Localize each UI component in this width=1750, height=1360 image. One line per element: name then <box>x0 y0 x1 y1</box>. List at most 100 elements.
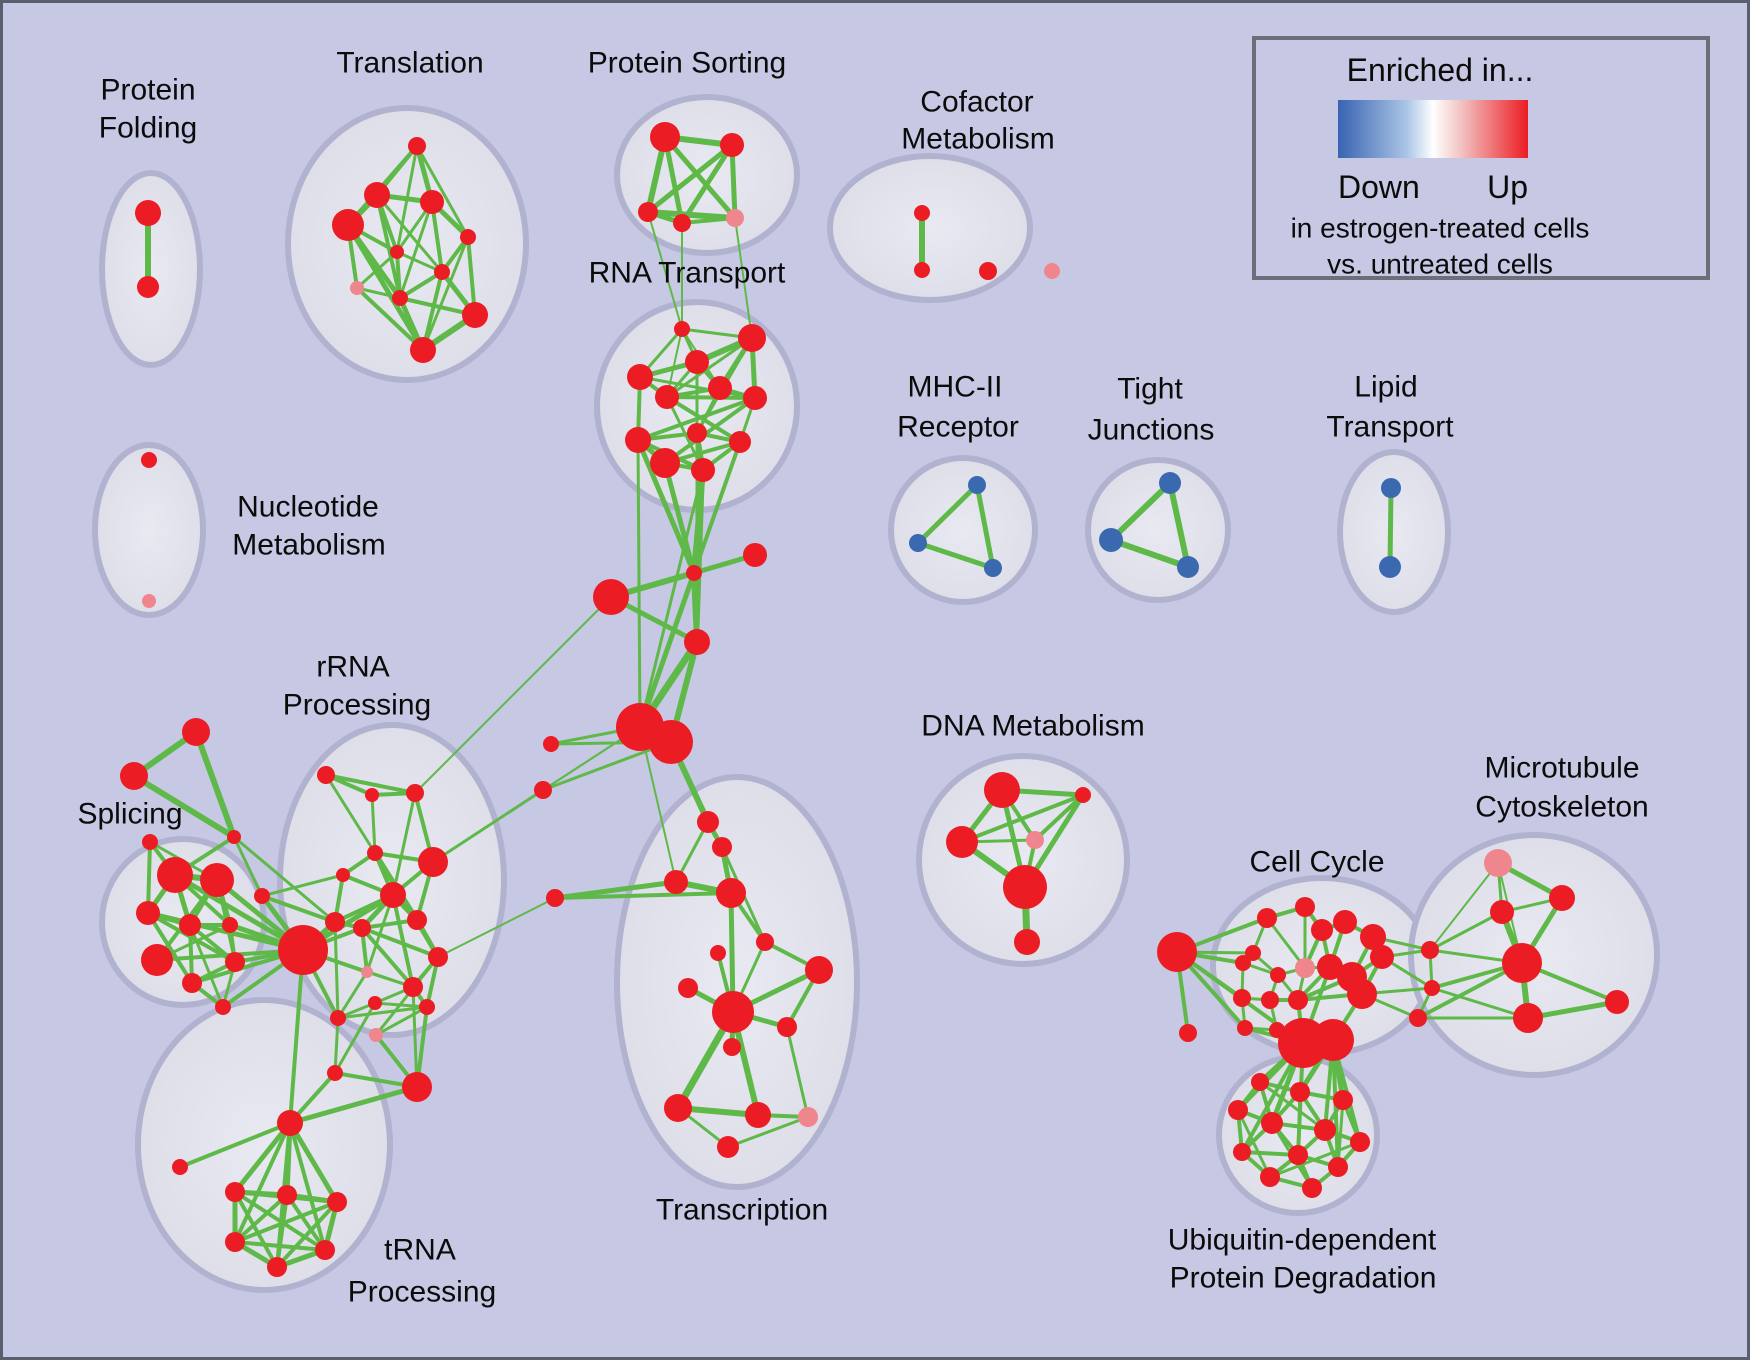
network-edge <box>552 879 679 901</box>
network-edge <box>178 1121 292 1169</box>
network-node <box>1290 1082 1310 1102</box>
network-node <box>1370 945 1394 969</box>
network-node <box>686 565 702 581</box>
label-ubiquitin-degradation: Protein Degradation <box>1170 1262 1437 1295</box>
label-microtubule-cytoskeleton: Microtubule <box>1484 752 1639 785</box>
network-node <box>428 947 448 967</box>
network-edge <box>1430 986 1530 1020</box>
network-node <box>1260 1167 1280 1187</box>
network-edge <box>373 1001 429 1009</box>
network-node <box>1424 980 1440 996</box>
network-node <box>267 1257 287 1277</box>
network-edge <box>974 482 996 571</box>
network-edge <box>729 142 738 221</box>
cluster-protein-sorting <box>614 94 800 256</box>
network-node <box>327 1192 347 1212</box>
legend-title: Enriched in... <box>1347 52 1534 88</box>
network-edge <box>1108 537 1191 570</box>
network-edge <box>374 1005 429 1037</box>
network-edge <box>374 955 440 1037</box>
network-node <box>777 1017 797 1037</box>
network-node <box>136 901 160 925</box>
network-node <box>317 766 335 784</box>
network-node <box>1490 900 1514 924</box>
network-node <box>1312 1019 1354 1061</box>
network-node <box>120 762 148 790</box>
legend-down-label: Down <box>1338 169 1420 205</box>
network-edge <box>1387 485 1394 570</box>
network-node <box>365 788 379 802</box>
network-edge <box>391 893 415 989</box>
legend: Enriched in... Down Up in estrogen-treated … <box>1252 36 1710 280</box>
network-edge <box>260 894 337 924</box>
network-node <box>649 720 693 764</box>
network-node <box>650 122 680 152</box>
network-node <box>1549 885 1575 911</box>
network-edge <box>324 773 377 855</box>
network-edge <box>333 1016 340 1075</box>
network-node <box>182 718 210 746</box>
network-node <box>410 337 436 363</box>
network-node <box>278 925 328 975</box>
network-node <box>408 137 426 155</box>
network-node <box>1026 831 1044 849</box>
network-edge <box>1428 910 1504 952</box>
legend-subtitle-line2: vs. untreated cells <box>1327 249 1553 280</box>
network-node <box>157 857 193 893</box>
network-edge <box>355 250 399 290</box>
network-node <box>946 826 978 858</box>
network-edge <box>146 911 194 985</box>
network-edge <box>645 209 738 221</box>
network-node <box>723 1038 741 1056</box>
network-edge <box>437 897 556 958</box>
network-edge <box>647 211 683 330</box>
network-edge <box>639 726 677 883</box>
legend-subtitle-line1: in estrogen-treated cells <box>1291 213 1590 244</box>
label-protein-folding: Protein <box>100 74 195 107</box>
network-node <box>392 290 408 306</box>
network-edge <box>1265 916 1307 970</box>
network-edge <box>663 396 757 465</box>
network-edge <box>285 1193 327 1252</box>
network-node <box>664 870 688 894</box>
network-node <box>406 784 424 802</box>
network-node <box>1261 1112 1283 1134</box>
network-node <box>697 811 719 833</box>
network-node <box>625 427 651 453</box>
network-node <box>729 431 751 453</box>
network-node <box>1288 990 1308 1010</box>
network-node <box>325 912 345 932</box>
network-node <box>332 209 364 241</box>
network-edge <box>1525 999 1620 1021</box>
network-node <box>1245 945 1261 961</box>
network-node <box>664 1094 692 1122</box>
network-node <box>984 772 1020 808</box>
network-node <box>1333 910 1357 934</box>
network-edge <box>131 773 237 840</box>
network-node <box>1233 1143 1251 1161</box>
network-node <box>141 452 157 468</box>
network-edge <box>287 1084 420 1126</box>
network-edge <box>421 235 470 352</box>
network-edge <box>553 891 733 900</box>
network-node <box>1350 1132 1370 1152</box>
network-node <box>225 1232 245 1252</box>
network-edge <box>232 835 264 898</box>
network-edge <box>287 1120 340 1205</box>
network-edge <box>333 1001 377 1075</box>
label-splicing: Splicing <box>77 798 182 831</box>
network-edge <box>726 1115 810 1149</box>
network-edge <box>421 270 444 352</box>
network-node <box>717 1136 739 1158</box>
network-edge <box>391 791 417 897</box>
network-node <box>805 956 833 984</box>
network-node <box>330 1010 346 1026</box>
network-node <box>419 999 435 1015</box>
network-node <box>1513 1003 1543 1033</box>
network-node <box>1251 1073 1269 1091</box>
network-node <box>738 324 766 352</box>
network-node <box>353 919 371 937</box>
network-node <box>336 868 350 882</box>
label-tight-junctions: Tight <box>1117 373 1183 406</box>
